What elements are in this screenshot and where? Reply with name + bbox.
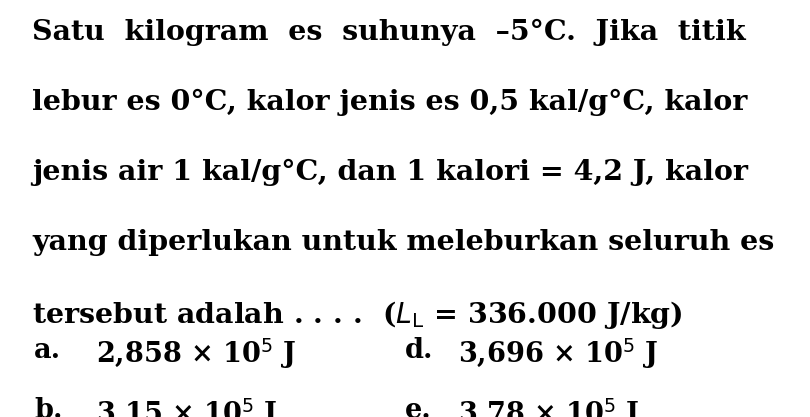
Text: d.: d.: [405, 337, 433, 364]
Text: e.: e.: [405, 397, 432, 417]
Text: 3,696 × 10$^5$ J: 3,696 × 10$^5$ J: [458, 337, 659, 371]
Text: 3,15 × 10$^5$ J: 3,15 × 10$^5$ J: [96, 397, 277, 417]
Text: Satu  kilogram  es  suhunya  –5°C.  Jika  titik: Satu kilogram es suhunya –5°C. Jika titi…: [32, 19, 746, 46]
Text: yang diperlukan untuk meleburkan seluruh es: yang diperlukan untuk meleburkan seluruh…: [32, 229, 774, 256]
Text: 3,78 × 10$^5$ J: 3,78 × 10$^5$ J: [458, 397, 639, 417]
Text: a.: a.: [34, 337, 61, 364]
Text: b.: b.: [34, 397, 62, 417]
Text: tersebut adalah . . . .  ($L_{\rm L}$ = 336.000 J/kg): tersebut adalah . . . . ($L_{\rm L}$ = 3…: [32, 299, 683, 331]
Text: 2,858 × 10$^5$ J: 2,858 × 10$^5$ J: [96, 337, 296, 371]
Text: jenis air 1 kal/g°C, dan 1 kalori = 4,2 J, kalor: jenis air 1 kal/g°C, dan 1 kalori = 4,2 …: [32, 159, 748, 186]
Text: lebur es 0°C, kalor jenis es 0,5 kal/g°C, kalor: lebur es 0°C, kalor jenis es 0,5 kal/g°C…: [32, 89, 748, 116]
